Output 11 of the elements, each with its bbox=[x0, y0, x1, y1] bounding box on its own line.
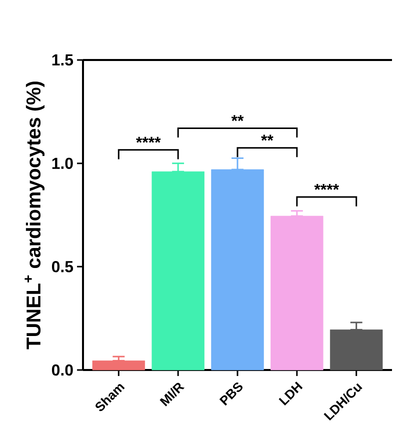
y-axis-title: TUNEL$^{+}$ cardiomyocytes (%) bbox=[24, 82, 45, 350]
annotation: **** bbox=[314, 184, 340, 190]
y-tick-label: 0.5 bbox=[52, 261, 74, 272]
annotation: ** bbox=[261, 134, 274, 141]
y-tick-label: 1.5 bbox=[52, 54, 74, 66]
y-tick-label: 1.0 bbox=[52, 158, 73, 169]
annotation: **** bbox=[136, 136, 161, 143]
bar bbox=[270, 216, 324, 370]
y-tick-label: 0.0 bbox=[52, 364, 73, 376]
bar bbox=[92, 360, 145, 370]
annotation: ** bbox=[231, 115, 244, 122]
